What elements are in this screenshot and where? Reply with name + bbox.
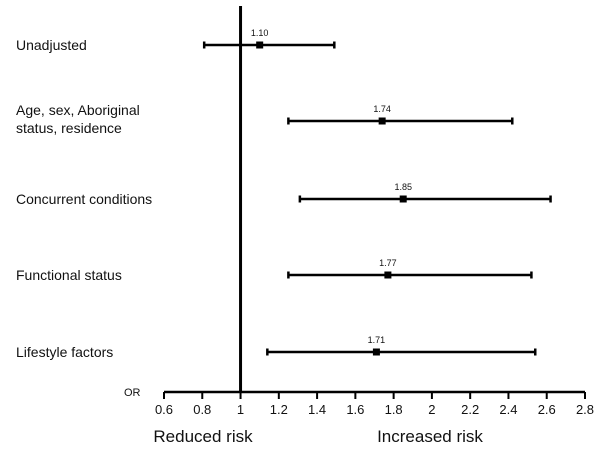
x-tick-label: 1.6 [346,402,364,417]
estimate-value-label: 1.74 [373,104,391,114]
reduced-risk-label: Reduced risk [153,427,253,446]
row-label: Functional status [16,267,122,283]
x-tick-label: 1.2 [270,402,288,417]
estimate-value-label: 1.10 [251,28,269,38]
point-estimate [256,41,264,49]
estimate-rows: Unadjusted 1.10 Age, sex, Aboriginal status… [16,28,552,360]
x-tick-label: 0.6 [155,402,173,417]
row-label: status, residence [16,120,122,136]
row-label: Unadjusted [16,37,87,53]
x-tick-label: 1.4 [308,402,326,417]
point-estimate [378,117,386,125]
row-label: Lifestyle factors [16,344,113,360]
point-estimate [372,348,380,356]
estimate-value-label: 1.77 [379,258,397,268]
row-label: Concurrent conditions [16,191,152,207]
x-tick-label: 1 [237,402,244,417]
row-label: Age, sex, Aboriginal [16,102,140,118]
x-tick-label: 2 [428,402,435,417]
axis-or-label: OR [124,387,141,399]
x-tick-label: 2.2 [461,402,479,417]
x-axis: 0.6 0.8 1 1.2 1.4 1.6 1.8 2 2.2 2.4 2.6 2.8 OR [124,387,594,417]
estimate-row: Unadjusted 1.10 [16,28,336,53]
estimate-value-label: 1.85 [394,182,412,192]
estimate-value-label: 1.71 [368,335,386,345]
point-estimate [399,195,407,203]
point-estimate [384,271,392,279]
estimate-row: Age, sex, Aboriginal status, residence 1.7… [16,102,514,136]
x-tick-label: 1.8 [385,402,403,417]
x-tick-label: 2.6 [538,402,556,417]
x-tick-label: 2.8 [576,402,594,417]
estimate-row: Functional status 1.77 [16,258,533,283]
x-tick-label: 0.8 [193,402,211,417]
estimate-row: Concurrent conditions 1.85 [16,182,552,207]
x-tick-label: 2.4 [499,402,517,417]
increased-risk-label: Increased risk [377,427,483,446]
estimate-row: Lifestyle factors 1.71 [16,335,537,360]
